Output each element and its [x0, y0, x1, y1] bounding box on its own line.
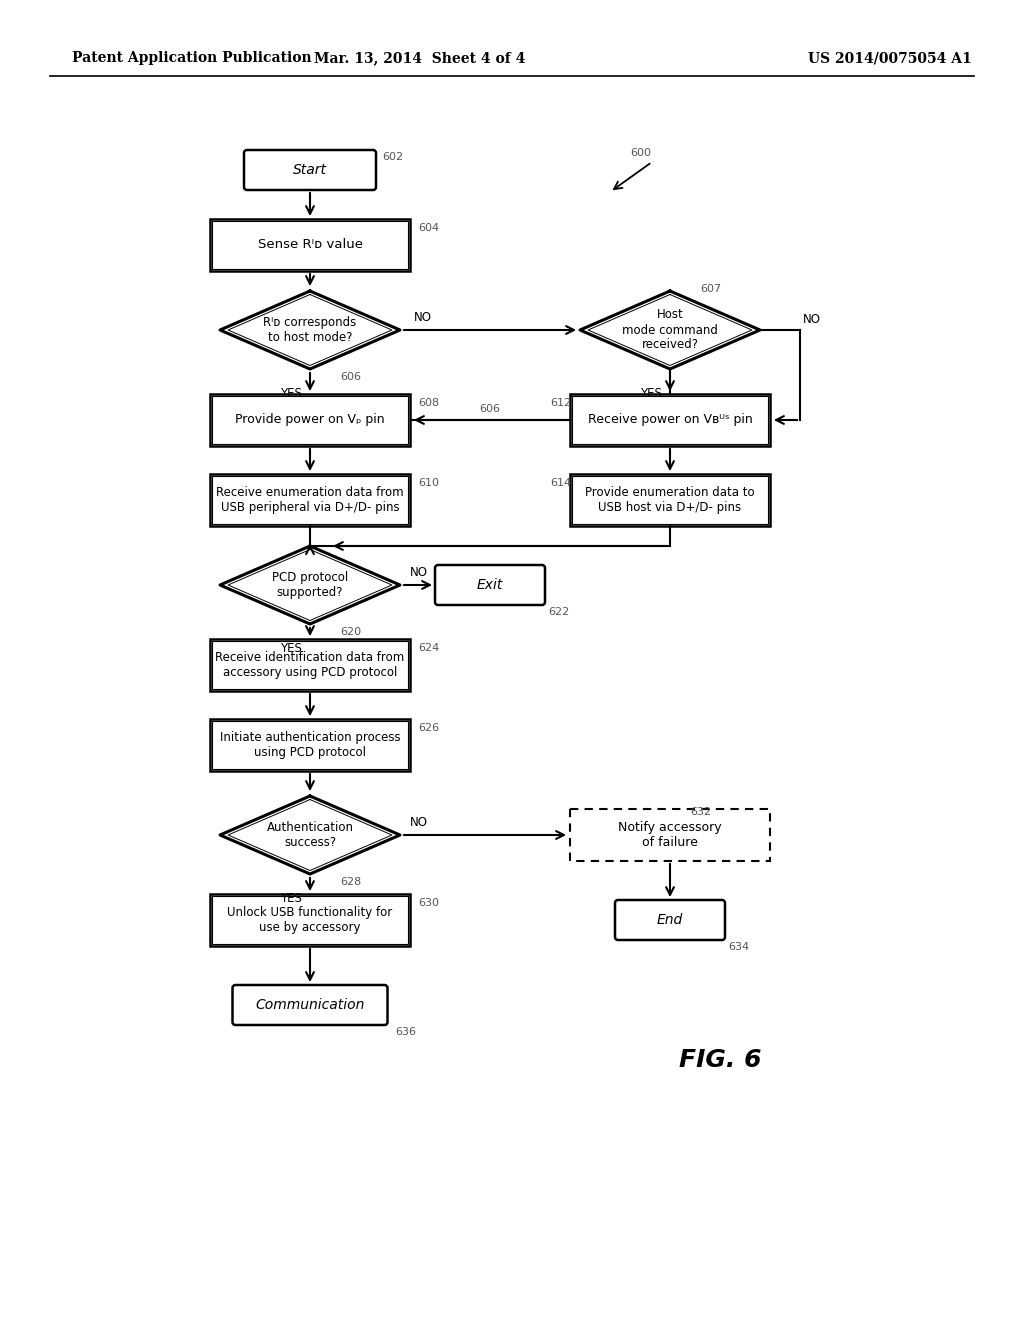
Bar — [212, 220, 408, 269]
Polygon shape — [580, 290, 760, 370]
Text: Unlock USB functionality for
use by accessory: Unlock USB functionality for use by acce… — [227, 906, 392, 935]
FancyBboxPatch shape — [435, 565, 545, 605]
Polygon shape — [220, 546, 400, 624]
Bar — [210, 393, 410, 446]
Text: 606: 606 — [479, 404, 501, 414]
Bar — [210, 894, 410, 946]
Text: 628: 628 — [340, 876, 361, 887]
Text: Rᴵᴅ corresponds
to host mode?: Rᴵᴅ corresponds to host mode? — [263, 315, 356, 345]
Text: 622: 622 — [548, 607, 569, 616]
Text: 612: 612 — [550, 399, 571, 408]
Text: NO: NO — [803, 313, 821, 326]
Text: YES: YES — [281, 387, 302, 400]
Text: US 2014/0075054 A1: US 2014/0075054 A1 — [808, 51, 972, 65]
Bar — [570, 393, 770, 446]
Bar — [212, 642, 408, 689]
Text: 602: 602 — [382, 152, 403, 162]
Text: 608: 608 — [418, 399, 439, 408]
Bar — [210, 219, 410, 271]
Text: Authentication
success?: Authentication success? — [266, 821, 353, 849]
Text: 606: 606 — [340, 372, 361, 381]
Text: Receive power on Vʙᵁˢ pin: Receive power on Vʙᵁˢ pin — [588, 413, 753, 426]
FancyBboxPatch shape — [244, 150, 376, 190]
Text: 636: 636 — [395, 1027, 416, 1038]
Text: NO: NO — [410, 566, 428, 579]
Text: Provide power on Vₚ pin: Provide power on Vₚ pin — [236, 413, 385, 426]
Text: YES: YES — [281, 892, 302, 906]
Polygon shape — [220, 290, 400, 370]
Bar — [212, 396, 408, 444]
Text: 630: 630 — [418, 898, 439, 908]
FancyBboxPatch shape — [232, 985, 387, 1026]
Text: 620: 620 — [340, 627, 361, 638]
Polygon shape — [220, 796, 400, 874]
Bar — [212, 721, 408, 770]
Text: 634: 634 — [728, 942, 750, 952]
Text: PCD protocol
supported?: PCD protocol supported? — [272, 572, 348, 599]
Text: 610: 610 — [418, 478, 439, 488]
Text: 626: 626 — [418, 723, 439, 733]
Text: 614: 614 — [550, 478, 571, 488]
Text: Receive identification data from
accessory using PCD protocol: Receive identification data from accesso… — [215, 651, 404, 678]
Text: 604: 604 — [418, 223, 439, 234]
Bar — [572, 477, 768, 524]
Text: 624: 624 — [418, 643, 439, 653]
FancyBboxPatch shape — [615, 900, 725, 940]
Text: NO: NO — [414, 312, 432, 323]
Bar — [210, 639, 410, 690]
Bar — [210, 719, 410, 771]
Text: End: End — [656, 913, 683, 927]
Text: 600: 600 — [630, 148, 651, 158]
Text: Sense Rᴵᴅ value: Sense Rᴵᴅ value — [257, 239, 362, 252]
Bar — [570, 809, 770, 861]
Text: Provide enumeration data to
USB host via D+/D- pins: Provide enumeration data to USB host via… — [585, 486, 755, 513]
Bar — [212, 477, 408, 524]
Text: 632: 632 — [690, 807, 711, 817]
Text: Start: Start — [293, 162, 327, 177]
Bar — [212, 896, 408, 944]
Bar — [210, 474, 410, 525]
Text: Receive enumeration data from
USB peripheral via D+/D- pins: Receive enumeration data from USB periph… — [216, 486, 403, 513]
Text: Patent Application Publication: Patent Application Publication — [72, 51, 311, 65]
Text: Exit: Exit — [477, 578, 503, 591]
Text: FIG. 6: FIG. 6 — [679, 1048, 761, 1072]
Text: Mar. 13, 2014  Sheet 4 of 4: Mar. 13, 2014 Sheet 4 of 4 — [314, 51, 525, 65]
Text: Initiate authentication process
using PCD protocol: Initiate authentication process using PC… — [220, 731, 400, 759]
Text: Notify accessory
of failure: Notify accessory of failure — [618, 821, 722, 849]
Text: YES: YES — [281, 642, 302, 655]
Text: YES: YES — [640, 387, 662, 400]
Bar — [572, 396, 768, 444]
Text: Communication: Communication — [255, 998, 365, 1012]
Text: 607: 607 — [700, 284, 721, 294]
Text: Host
mode command
received?: Host mode command received? — [622, 309, 718, 351]
Text: NO: NO — [410, 816, 428, 829]
Bar — [570, 474, 770, 525]
